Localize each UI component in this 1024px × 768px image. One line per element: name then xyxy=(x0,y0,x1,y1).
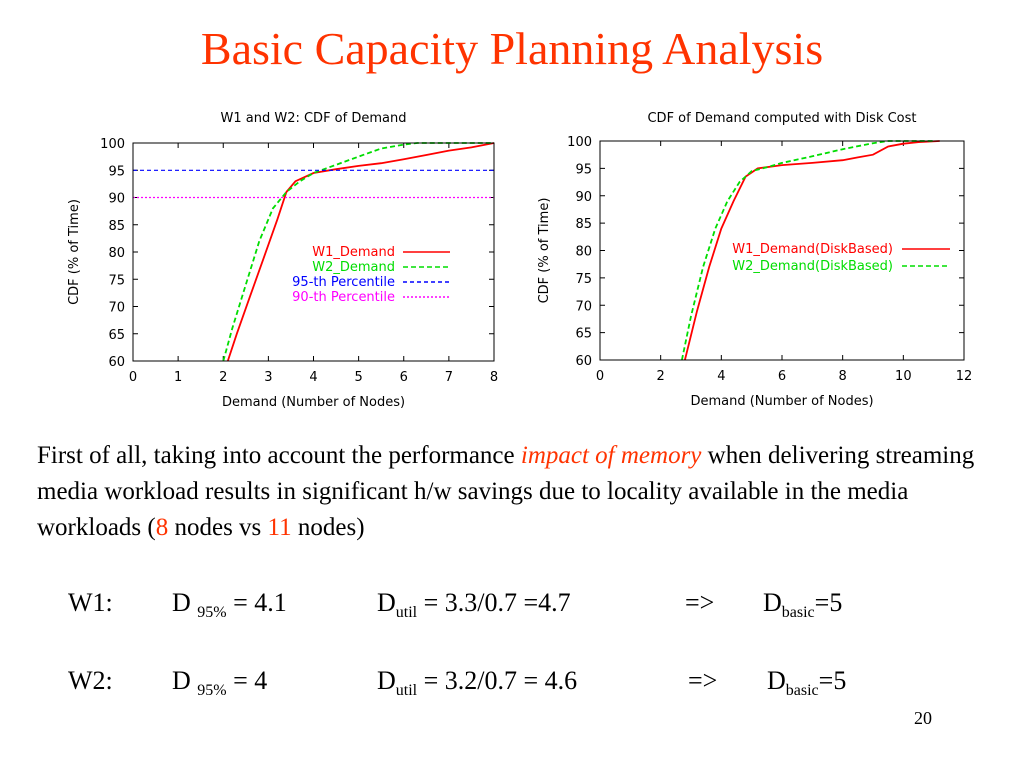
x-tick-label: 0 xyxy=(129,370,137,385)
equation-d95-w1: D 95% = 4.1 xyxy=(172,588,287,622)
y-tick-label: 95 xyxy=(575,162,592,177)
x-tick-label: 6 xyxy=(778,369,786,384)
x-tick-label: 3 xyxy=(264,370,272,385)
dbasic-symbol: D xyxy=(763,588,782,617)
dbasic-symbol: D xyxy=(767,666,786,695)
y-axis-label: CDF (% of Time) xyxy=(67,199,82,305)
x-axis-label: Demand (Number of Nodes) xyxy=(690,394,873,409)
d95-value: = 4.1 xyxy=(226,588,287,617)
series-line-1 xyxy=(684,140,940,361)
paragraph-text-2: when delivering streaming media workload… xyxy=(37,442,975,541)
y-tick-label: 65 xyxy=(575,327,592,342)
x-tick-label: 4 xyxy=(717,369,725,384)
legend-label: W1_Demand(DiskBased) xyxy=(732,242,893,257)
equation-dutil-w2: Dutil = 3.2/0.7 = 4.6 xyxy=(377,666,577,700)
dutil-symbol: D xyxy=(377,666,396,695)
legend-label: W1_Demand xyxy=(312,245,395,260)
equation-dbasic-w1: Dbasic=5 xyxy=(763,588,842,622)
x-tick-label: 8 xyxy=(839,369,847,384)
dutil-symbol: D xyxy=(377,588,396,617)
page-number: 20 xyxy=(914,708,932,728)
legend-label: 90-th Percentile xyxy=(292,290,395,305)
y-tick-label: 70 xyxy=(108,301,125,316)
legend-label: 95-th Percentile xyxy=(292,275,395,290)
dutil-value: = 3.2/0.7 = 4.6 xyxy=(417,666,578,695)
paragraph-node-count-2: 11 xyxy=(267,514,292,541)
plot-frame xyxy=(599,140,965,361)
equation-dbasic-w2: Dbasic=5 xyxy=(767,666,846,700)
dutil-subscript: util xyxy=(395,682,418,700)
d95-symbol: D xyxy=(172,588,198,617)
y-tick-label: 85 xyxy=(108,219,125,234)
y-tick-label: 60 xyxy=(108,355,125,370)
y-tick-label: 60 xyxy=(575,354,592,369)
slide-title: Basic Capacity Planning Analysis xyxy=(200,23,824,74)
y-tick-label: 80 xyxy=(575,245,592,260)
body-paragraph: First of all, taking into account the pe… xyxy=(37,438,997,546)
y-tick-label: 100 xyxy=(100,137,125,152)
chart-title: CDF of Demand computed with Disk Cost xyxy=(647,111,916,126)
x-tick-label: 4 xyxy=(309,370,317,385)
x-tick-label: 2 xyxy=(657,369,665,384)
equation-label-w2: W2: xyxy=(68,666,113,695)
x-tick-label: 10 xyxy=(895,369,912,384)
x-tick-label: 6 xyxy=(400,370,408,385)
chart-title: W1 and W2: CDF of Demand xyxy=(221,111,407,126)
dutil-value: = 3.3/0.7 =4.7 xyxy=(417,588,571,617)
x-tick-label: 8 xyxy=(490,370,498,385)
series-line-1 xyxy=(226,142,495,362)
y-tick-label: 70 xyxy=(575,299,592,314)
legend-label: W2_Demand(DiskBased) xyxy=(732,259,893,274)
y-tick-label: 95 xyxy=(108,164,125,179)
chart-cdf-demand: W1 and W2: CDF of Demand 0 1 2 3 4 5 6 7 8 60 65 70 7… xyxy=(67,111,498,410)
paragraph-text-1: First of all, taking into account the pe… xyxy=(37,442,521,469)
dbasic-value: =5 xyxy=(814,588,843,617)
y-tick-label: 65 xyxy=(108,328,125,343)
dutil-subscript: util xyxy=(395,604,418,622)
equation-label-w1: W1: xyxy=(68,588,113,617)
chart-cdf-disk-cost: CDF of Demand computed with Disk Cost 0 2 4… xyxy=(537,111,973,409)
dbasic-subscript: basic xyxy=(785,682,819,700)
equation-arrow-w2: => xyxy=(688,666,718,695)
x-tick-label: 0 xyxy=(596,369,604,384)
d95-value: = 4 xyxy=(226,666,268,695)
paragraph-emphasis: impact of memory xyxy=(520,442,702,469)
equation-arrow-w1: => xyxy=(685,588,715,617)
x-tick-label: 1 xyxy=(174,370,182,385)
paragraph-text-3: nodes vs xyxy=(168,514,268,541)
y-tick-label: 80 xyxy=(108,246,125,261)
series-line-2 xyxy=(681,140,934,361)
x-tick-label: 5 xyxy=(354,370,362,385)
d95-subscript: 95% xyxy=(197,604,227,622)
series-line-2 xyxy=(222,142,494,362)
y-tick-label: 75 xyxy=(575,272,592,287)
legend-label: W2_Demand xyxy=(312,260,395,275)
x-tick-label: 12 xyxy=(956,369,973,384)
x-axis-label: Demand (Number of Nodes) xyxy=(222,395,405,410)
y-tick-label: 90 xyxy=(575,190,592,205)
paragraph-text-4: nodes) xyxy=(291,514,365,541)
plot-frame xyxy=(132,142,495,362)
equation-dutil-w1: Dutil = 3.3/0.7 =4.7 xyxy=(377,588,571,622)
y-axis-label: CDF (% of Time) xyxy=(537,198,552,304)
equation-d95-w2: D 95% = 4 xyxy=(172,666,267,700)
dbasic-value: =5 xyxy=(818,666,847,695)
d95-symbol: D xyxy=(172,666,198,695)
dbasic-subscript: basic xyxy=(781,604,815,622)
x-tick-label: 2 xyxy=(219,370,227,385)
y-tick-label: 75 xyxy=(108,273,125,288)
y-tick-label: 85 xyxy=(575,217,592,232)
x-tick-label: 7 xyxy=(445,370,453,385)
d95-subscript: 95% xyxy=(197,682,227,700)
paragraph-node-count-1: 8 xyxy=(155,514,169,541)
y-tick-label: 90 xyxy=(108,192,125,207)
y-tick-label: 100 xyxy=(567,135,592,150)
